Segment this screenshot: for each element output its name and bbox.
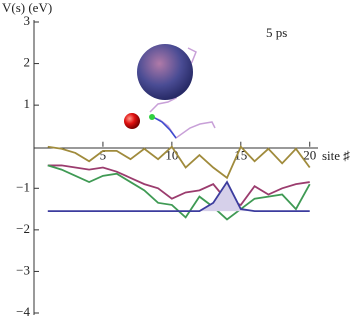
y-tick-label: −2 [16, 221, 30, 236]
y-tick-label: 1 [24, 96, 31, 111]
annotation: 5 ps [266, 25, 287, 40]
series-line [47, 145, 311, 180]
x-tick-label: 20 [303, 148, 316, 163]
y-tick-label: −4 [16, 304, 30, 319]
x-axis-label: site ♯ [322, 148, 350, 163]
y-axis-label: V(s) (eV) [2, 0, 52, 15]
y-tick-label: −3 [16, 262, 30, 277]
y-tick-label: 3 [24, 13, 31, 28]
series-line [47, 164, 310, 206]
y-tick-label: −1 [16, 179, 30, 194]
y-tick-label: 2 [24, 55, 31, 70]
series-line [47, 180, 310, 213]
molecule-inset [124, 44, 216, 140]
x-tick-label: 5 [100, 148, 107, 163]
